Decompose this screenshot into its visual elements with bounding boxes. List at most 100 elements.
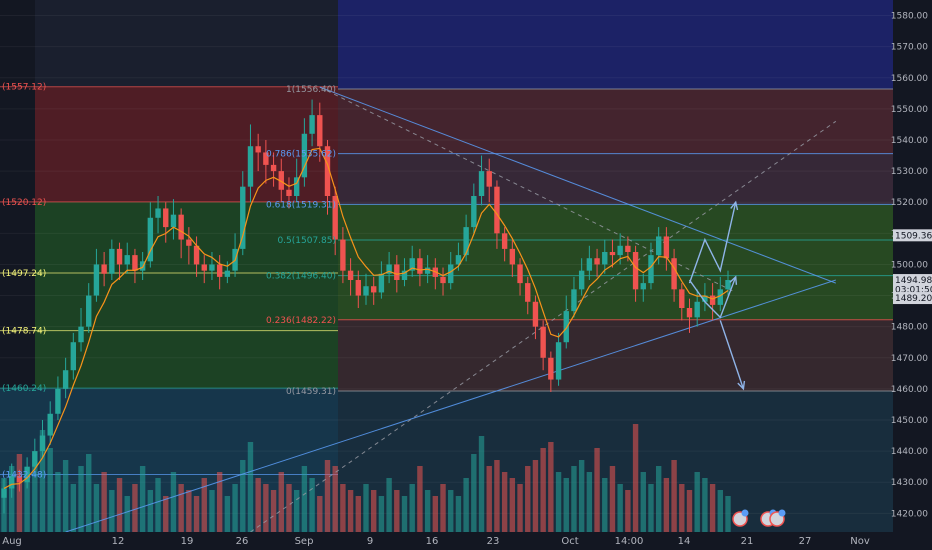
candle-body — [170, 214, 177, 228]
candle-body — [594, 258, 600, 265]
candle-body — [286, 189, 292, 196]
candle-body — [586, 258, 593, 271]
candle-body — [255, 146, 261, 153]
projection-arrows[interactable] — [688, 200, 746, 391]
volume-bar — [9, 466, 15, 532]
volume-bar — [386, 478, 392, 532]
candle-body — [486, 171, 492, 187]
volume-bar — [632, 424, 639, 532]
trend-line[interactable] — [319, 86, 837, 284]
candle-body — [378, 273, 385, 293]
candle-body — [448, 264, 454, 284]
zone-top-left — [35, 0, 338, 87]
volume-bar — [371, 490, 377, 532]
time-tick-label: 23 — [487, 536, 500, 547]
fib-left-label: (1520.12) — [2, 198, 46, 208]
projection-arrowhead — [730, 200, 739, 211]
candle-body — [532, 301, 539, 327]
price-tick-label: 1450.00 — [891, 416, 928, 426]
candle-body — [32, 451, 38, 467]
volume-bar — [47, 448, 53, 532]
price-tag-box — [893, 274, 932, 287]
volume-bar — [16, 454, 23, 532]
volume-bar — [725, 496, 731, 532]
candle-body — [602, 252, 608, 265]
volume-bar — [317, 496, 323, 532]
volume-bar — [363, 484, 369, 532]
fib-right-label: 0.618(1519.31) — [266, 200, 336, 210]
candle-body — [571, 289, 577, 312]
zone-right-rose — [338, 88, 893, 154]
candle-body — [9, 476, 15, 489]
candle-body — [494, 186, 500, 234]
time-tick-label: 14 — [678, 536, 691, 547]
candle-body — [293, 177, 300, 196]
candle-body — [555, 342, 562, 380]
volume-bar — [532, 460, 539, 532]
fib-left-label: (1557.12) — [2, 83, 46, 93]
candle-body — [55, 388, 61, 414]
volume-bar — [255, 478, 261, 532]
event-icons[interactable] — [732, 509, 786, 527]
volume-bar — [617, 484, 623, 532]
volume-bar — [555, 472, 562, 532]
candle-body — [709, 295, 716, 305]
candle-body — [86, 295, 92, 327]
trend-line[interactable] — [65, 279, 836, 533]
volume-bar — [278, 472, 284, 532]
zone-top-right — [338, 0, 893, 89]
time-tick-label: Sep — [295, 536, 314, 547]
candle-body — [347, 270, 354, 280]
event-count-badge — [778, 509, 786, 517]
volume-bar — [494, 460, 500, 532]
volume-bar — [424, 490, 431, 532]
candle-body — [648, 255, 654, 284]
projection-path[interactable] — [688, 202, 737, 284]
candle-body — [247, 146, 254, 187]
volume-bar — [24, 472, 30, 532]
volume-bar — [571, 466, 577, 532]
zone-left-green — [35, 201, 338, 389]
candle-body — [717, 289, 723, 305]
time-tick-label: 14:00 — [615, 536, 644, 547]
candle-body — [70, 342, 77, 371]
volume-bar — [232, 484, 238, 532]
time-axis[interactable]: Aug 12 19 26 Sep 9 16 23 Oct 14:00 14 21 27 Nov — [0, 532, 932, 550]
price-tag-box — [893, 229, 932, 242]
trend-line[interactable] — [250, 120, 837, 533]
volume-bar — [679, 484, 685, 532]
candle-body — [679, 289, 685, 308]
volume-bar — [625, 490, 631, 532]
volume-bar — [648, 484, 654, 532]
projection-path[interactable] — [688, 276, 737, 319]
volume-bar — [702, 478, 708, 532]
volume-bar — [155, 478, 161, 532]
candle-body — [424, 267, 431, 274]
candle-body — [224, 270, 231, 277]
candle-body — [632, 252, 639, 290]
candle-body — [609, 252, 616, 256]
candle-body — [517, 264, 523, 284]
volume-bar — [594, 448, 600, 532]
candle-body — [124, 255, 130, 265]
candle-body — [39, 435, 46, 452]
candle-body — [525, 283, 531, 302]
candle-body — [47, 413, 53, 436]
zone-left-red — [35, 86, 338, 202]
volume-bar — [440, 484, 446, 532]
volume-bar — [93, 484, 100, 532]
price-tick-label: 1520.00 — [891, 198, 928, 208]
volume-bar — [186, 490, 192, 532]
time-axis-background — [0, 532, 932, 550]
projection-path[interactable] — [719, 320, 745, 390]
volume-bar — [178, 484, 184, 532]
volume-bar — [224, 496, 231, 532]
candle-body — [332, 196, 338, 240]
candle-body — [578, 270, 585, 290]
time-tick-label: 27 — [799, 536, 812, 547]
volume-bar — [655, 466, 662, 532]
volume-bar — [501, 472, 508, 532]
zone-right-bottom — [338, 391, 893, 532]
fib-right-label: 0(1459.31) — [286, 387, 336, 397]
